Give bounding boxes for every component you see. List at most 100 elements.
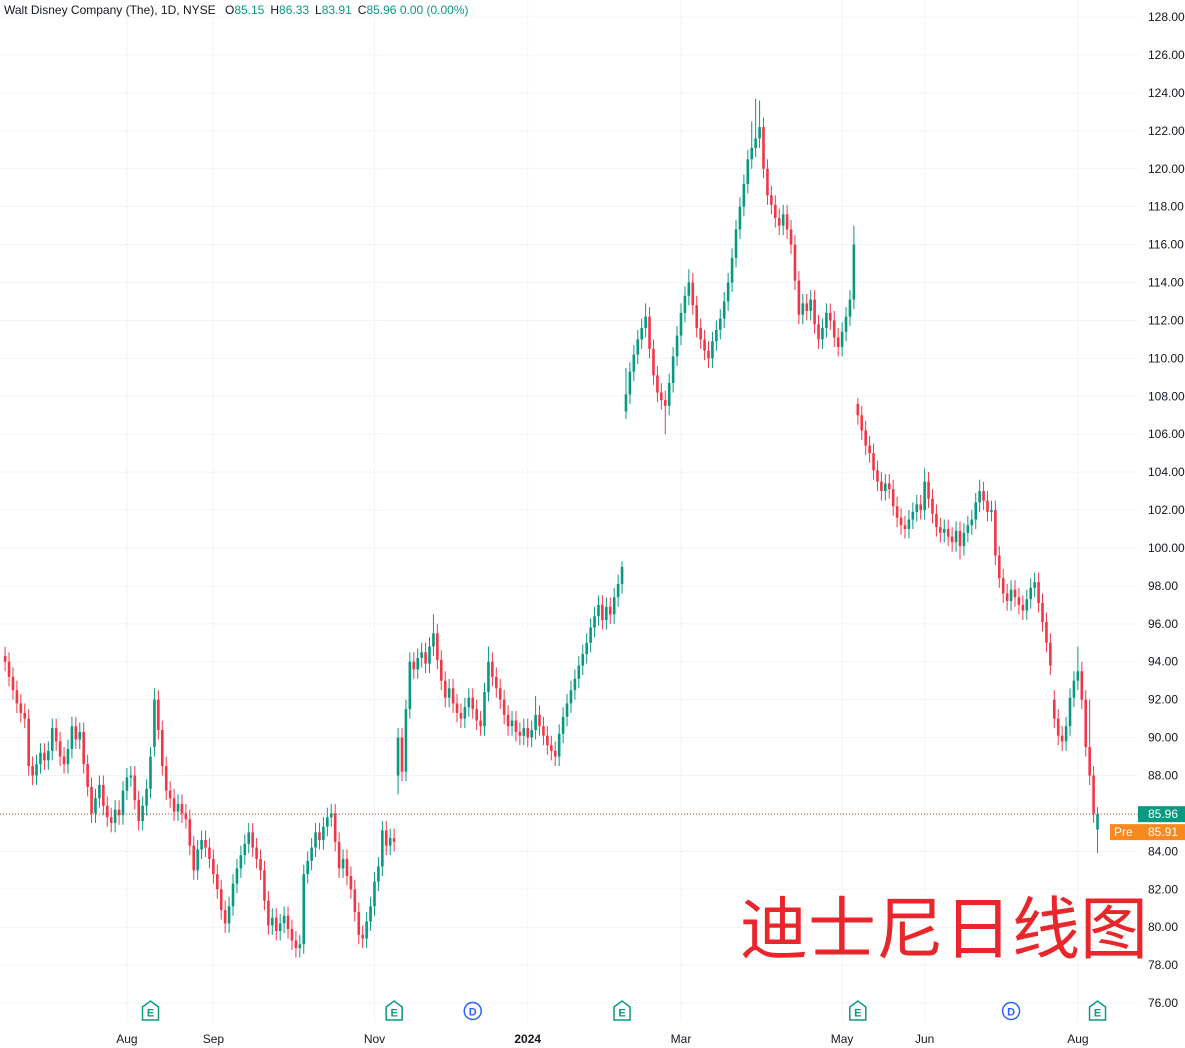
- candle-body: [428, 646, 431, 664]
- candle-body: [797, 280, 801, 315]
- candle-body: [3, 656, 7, 662]
- candle-body: [620, 566, 624, 584]
- candle-body: [675, 335, 679, 357]
- candle-body: [82, 731, 85, 765]
- candle-body: [377, 866, 380, 882]
- candle-body: [35, 764, 38, 776]
- y-tick-label: 102.00: [1148, 503, 1185, 517]
- candle-body: [994, 510, 997, 556]
- candle-body: [219, 889, 223, 911]
- candle-body: [365, 921, 368, 939]
- candle-body: [774, 204, 777, 219]
- candle-body: [251, 832, 254, 848]
- candle-body: [392, 838, 396, 842]
- candle-body: [809, 299, 812, 311]
- candle-body: [825, 312, 828, 329]
- candle-body: [616, 584, 620, 598]
- ohlc-label: H: [270, 3, 280, 17]
- candle-body: [663, 400, 667, 406]
- candle-body: [439, 659, 443, 681]
- candle-body: [39, 752, 42, 765]
- candle-body: [157, 699, 160, 730]
- y-tick-label: 100.00: [1148, 541, 1185, 555]
- candle-body: [569, 690, 573, 704]
- candle-body: [227, 906, 231, 924]
- candle-body: [7, 661, 11, 677]
- candle-body: [605, 606, 608, 621]
- candle-body: [542, 726, 545, 736]
- candle-body: [216, 874, 219, 890]
- candle-body: [691, 282, 695, 306]
- candle-body: [711, 341, 714, 359]
- candle-body: [373, 881, 376, 907]
- candle-body: [636, 339, 640, 355]
- candle-body: [15, 690, 19, 704]
- candle-body: [958, 530, 962, 547]
- y-tick-label: 126.00: [1148, 48, 1185, 62]
- candle-body: [789, 229, 793, 245]
- candle-body: [872, 453, 875, 471]
- candle-body: [381, 830, 384, 867]
- candle-body: [962, 532, 966, 547]
- candle-body: [204, 839, 207, 848]
- symbol-legend: Walt Disney Company (The), 1D, NYSE O85.…: [4, 3, 469, 17]
- candle-body: [302, 874, 306, 945]
- candle-body: [416, 657, 420, 670]
- candle-body: [498, 688, 502, 700]
- event-label: E: [854, 1008, 861, 1020]
- candle-body: [593, 616, 596, 628]
- candle-body: [1076, 671, 1080, 681]
- candle-body: [274, 917, 278, 931]
- candle-body: [1017, 597, 1021, 605]
- candle-body: [683, 295, 687, 313]
- y-tick-label: 80.00: [1148, 920, 1178, 934]
- candle-body: [125, 777, 129, 791]
- candle-body: [715, 329, 718, 342]
- candle-body: [47, 750, 50, 761]
- candle-body: [553, 750, 557, 757]
- candle-body: [573, 678, 577, 691]
- candle-body: [1005, 593, 1009, 602]
- pre-market-badge: [1110, 824, 1185, 841]
- candle-body: [923, 481, 926, 511]
- candle-body: [911, 511, 915, 520]
- candle-body: [196, 849, 199, 871]
- candle-body: [467, 697, 471, 708]
- candle-body: [597, 604, 600, 617]
- candle-body: [90, 786, 93, 814]
- candle-body: [722, 301, 726, 319]
- candle-body: [671, 356, 675, 384]
- candle-body: [459, 712, 463, 719]
- candle-body: [640, 328, 643, 340]
- candle-body: [927, 481, 930, 499]
- candle-body: [487, 661, 490, 693]
- candle-body: [1068, 697, 1072, 727]
- candle-body: [738, 206, 742, 230]
- candle-body: [982, 491, 985, 501]
- candle-body: [852, 244, 856, 300]
- candle-body: [424, 652, 427, 664]
- candle-body: [939, 527, 942, 533]
- earnings-marker: [1088, 1000, 1107, 1021]
- candle-body: [526, 728, 530, 738]
- candle-body: [105, 805, 109, 818]
- candle-body: [970, 519, 974, 526]
- last-price-badge: [1138, 806, 1185, 823]
- ohlc-value: 86.33: [279, 3, 310, 17]
- candle-body: [58, 741, 62, 757]
- candle-body: [1009, 589, 1013, 602]
- candle-body: [522, 728, 526, 736]
- candle-body: [864, 430, 867, 446]
- candle-body: [98, 784, 101, 799]
- candle-body: [880, 481, 883, 492]
- candle-body: [954, 530, 958, 543]
- candle-body: [844, 316, 848, 332]
- candle-body: [1092, 775, 1095, 814]
- x-tick-label: Sep: [203, 1032, 225, 1046]
- candle-body: [997, 555, 1001, 579]
- candle-body: [235, 868, 239, 884]
- candle-body: [1001, 578, 1005, 594]
- candle-body: [294, 940, 298, 949]
